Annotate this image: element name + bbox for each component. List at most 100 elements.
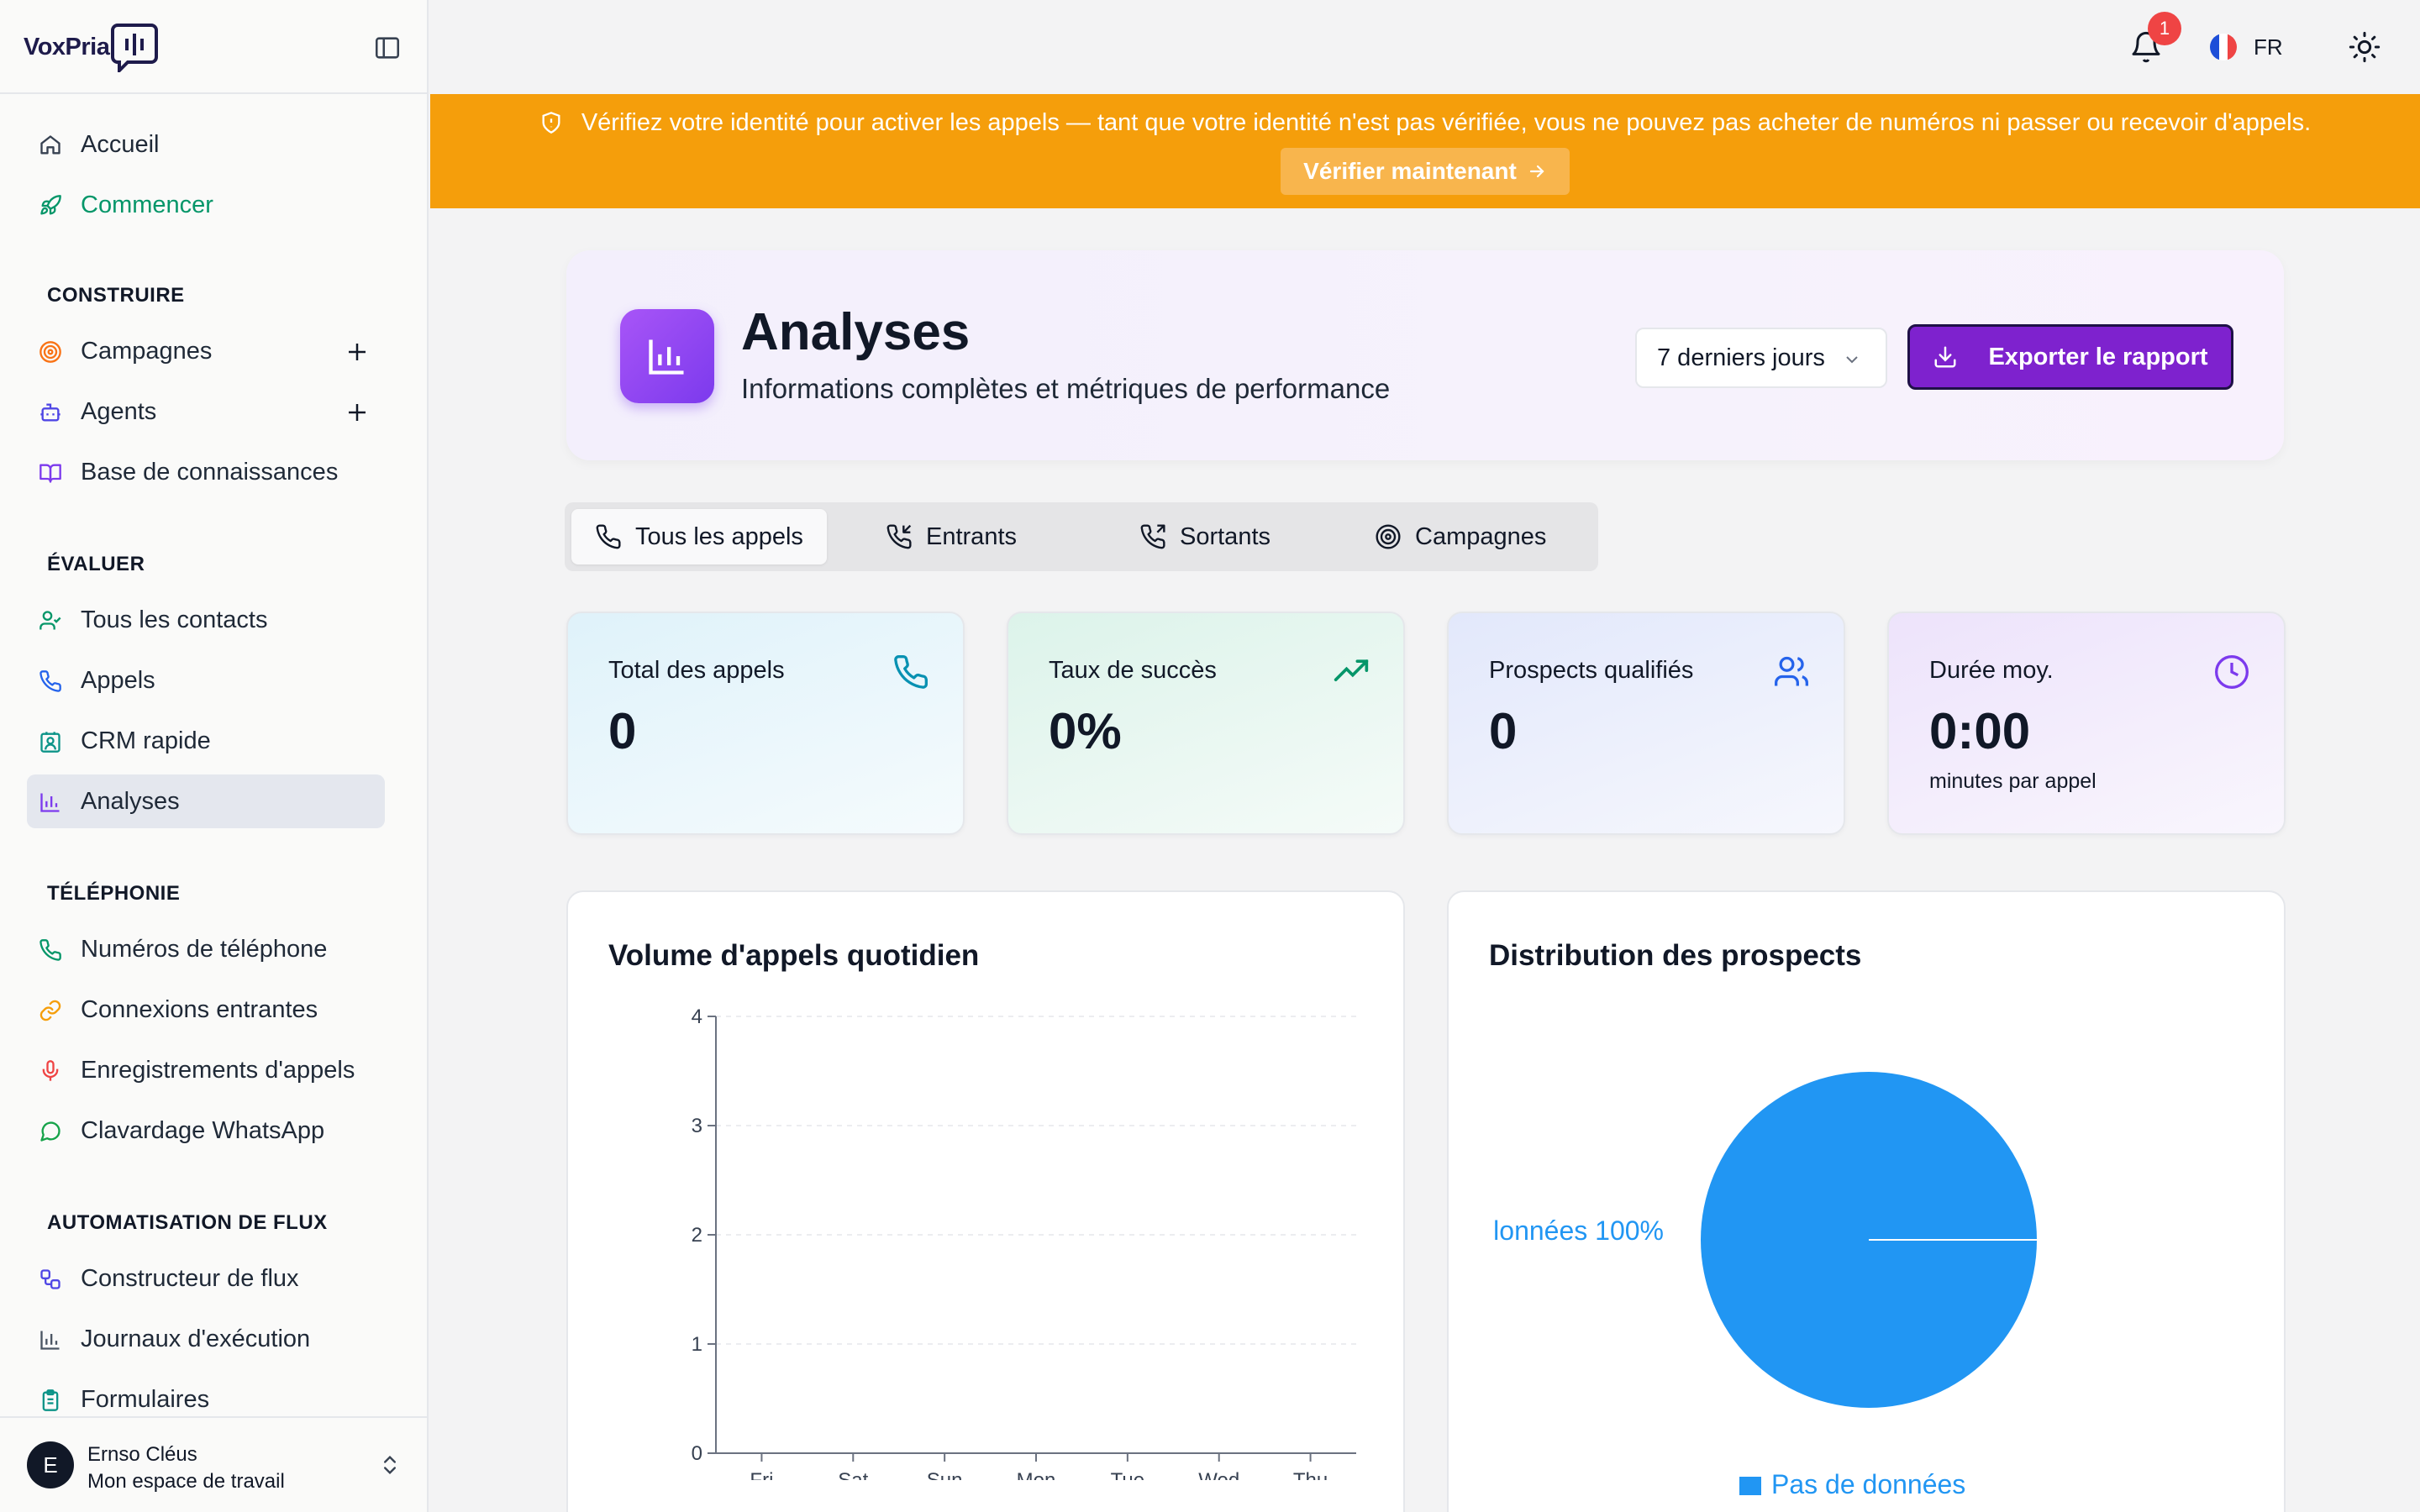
sidebar-item-campagnes[interactable]: Campagnes — [27, 324, 385, 378]
link-icon — [39, 999, 62, 1022]
phone-outgoing-icon — [1140, 524, 1165, 549]
y-tick-label: 1 — [692, 1333, 702, 1356]
stat-label: Durée moy. — [1929, 657, 2054, 684]
section-title: CONSTRUIRE — [47, 284, 185, 307]
sidebar-item-analyses[interactable]: Analyses — [27, 774, 385, 828]
add-campaign-plus-icon[interactable] — [345, 339, 370, 365]
tab-campagnes[interactable]: Campagnes — [1375, 509, 1585, 564]
notification-badge: 1 — [2148, 12, 2181, 45]
bell-icon[interactable] — [2129, 30, 2163, 64]
x-tick-label: Sun — [927, 1469, 963, 1480]
section-title: AUTOMATISATION DE FLUX — [47, 1211, 328, 1234]
shield-alert-icon — [539, 111, 563, 134]
logo[interactable]: VoxPria — [24, 22, 159, 72]
book-icon — [39, 461, 62, 485]
tab-tous-les-appels[interactable]: Tous les appels — [571, 509, 827, 564]
sidebar-item-label: Numéros de téléphone — [81, 935, 328, 963]
sidebar-item-label: Agents — [81, 397, 157, 425]
sidebar-item-label: Campagnes — [81, 337, 213, 365]
sidebar-item-connexions[interactable]: Connexions entrantes — [27, 983, 385, 1037]
sidebar-item-numeros[interactable]: Numéros de téléphone — [27, 922, 385, 976]
y-tick-label: 2 — [692, 1224, 702, 1247]
page-header: Analyses Informations complètes et métri… — [566, 250, 2284, 460]
x-tick-label: Fri — [750, 1469, 773, 1480]
sidebar-item-agents[interactable]: Agents — [27, 385, 385, 438]
sidebar-item-enregistrements[interactable]: Enregistrements d'appels — [27, 1043, 385, 1097]
sidebar-item-label: Commencer — [81, 191, 213, 218]
x-tick-label: Tue — [1111, 1469, 1144, 1480]
user-check-icon — [39, 609, 62, 633]
stat-value: 0:00 — [1929, 703, 2031, 759]
sidebar-item-whatsapp[interactable]: Clavardage WhatsApp — [27, 1104, 385, 1158]
sidebar-item-crm-rapide[interactable]: CRM rapide — [27, 714, 385, 768]
tab-entrants[interactable]: Entrants — [886, 509, 1087, 564]
analytics-chart-icon — [620, 309, 714, 403]
language-selector[interactable]: FR — [2210, 34, 2283, 60]
daily-volume-panel: Volume d'appels quotidien 0 1 2 3 4 Fri Sat Sun… — [566, 890, 1405, 1512]
sidebar-toggle-icon[interactable] — [373, 34, 402, 62]
stat-label: Total des appels — [608, 657, 785, 684]
x-tick-label: Mon — [1017, 1469, 1056, 1480]
download-icon — [1934, 346, 1956, 368]
bot-icon — [39, 401, 62, 424]
x-tick-label: Sat — [838, 1469, 868, 1480]
contact-card-icon — [39, 730, 62, 753]
stat-subtext: minutes par appel — [1929, 769, 2096, 793]
logo-text: VoxPria — [24, 33, 110, 60]
page-title: Analyses — [741, 303, 971, 361]
sidebar-item-label: Accueil — [81, 130, 160, 158]
sidebar-item-label: CRM rapide — [81, 727, 211, 754]
sidebar-item-base-connaissances[interactable]: Base de connaissances — [27, 445, 385, 499]
sidebar-item-constructeur[interactable]: Constructeur de flux — [27, 1252, 385, 1305]
verify-now-button[interactable]: Vérifier maintenant — [1281, 148, 1570, 195]
export-report-button[interactable]: Exporter le rapport — [1907, 324, 2233, 390]
prospect-distribution-chart: lonnées 100% Pas de données — [1493, 1072, 2037, 1499]
section-title: TÉLÉPHONIE — [47, 882, 181, 905]
y-tick-label: 4 — [692, 1005, 702, 1028]
bar-chart-icon — [39, 790, 62, 814]
phone-icon — [892, 654, 929, 690]
sidebar-item-contacts[interactable]: Tous les contacts — [27, 593, 385, 647]
user-menu[interactable]: E Ernso Cléus Mon espace de travail — [0, 1416, 427, 1512]
y-tick-label: 0 — [692, 1442, 702, 1465]
stat-card-prospects: Prospects qualifiés 0 — [1447, 612, 1845, 835]
sidebar-item-label: Constructeur de flux — [81, 1264, 299, 1292]
avatar: E — [27, 1441, 74, 1488]
tab-label: Tous les appels — [635, 522, 803, 550]
sidebar-item-appels[interactable]: Appels — [27, 654, 385, 707]
sidebar-item-label: Formulaires — [81, 1385, 210, 1413]
banner-text: Vérifiez votre identité pour activer les… — [581, 109, 2312, 136]
sun-icon[interactable] — [2348, 30, 2381, 64]
stat-label: Taux de succès — [1049, 657, 1217, 684]
stat-value: 0 — [608, 703, 637, 759]
france-flag-icon — [2210, 34, 2237, 60]
legend-label: Pas de données — [1771, 1469, 1965, 1499]
target-icon — [39, 340, 62, 364]
prospect-distribution-panel: Distribution des prospects lonnées 100% P… — [1447, 890, 2286, 1512]
chevrons-up-down-icon[interactable] — [378, 1453, 402, 1477]
language-code: FR — [2254, 34, 2283, 60]
date-range-select[interactable]: 7 derniers jours — [1635, 328, 1887, 388]
workflow-icon — [39, 1268, 62, 1291]
tab-sortants[interactable]: Sortants — [1139, 509, 1341, 564]
daily-volume-chart: 0 1 2 3 4 Fri Sat Sun Mon Tue Wed Thu — [692, 1005, 1356, 1480]
stat-card-taux-succes: Taux de succès 0% — [1007, 612, 1405, 835]
sidebar-item-journaux[interactable]: Journaux d'exécution — [27, 1312, 385, 1366]
x-tick-label: Thu — [1293, 1469, 1328, 1480]
sidebar-item-label: Connexions entrantes — [81, 995, 318, 1023]
legend-swatch — [1739, 1477, 1761, 1495]
tab-label: Sortants — [1180, 522, 1270, 550]
export-report-label: Exporter le rapport — [1988, 343, 2208, 370]
sidebar-item-commencer[interactable]: Commencer — [27, 178, 385, 232]
sidebar-item-accueil[interactable]: Accueil — [27, 118, 385, 171]
add-agent-plus-icon[interactable] — [345, 400, 370, 425]
sidebar-item-label: Enregistrements d'appels — [81, 1056, 355, 1084]
panel-title: Distribution des prospects — [1489, 939, 1862, 972]
phone-icon — [39, 938, 62, 962]
stat-value: 0% — [1049, 703, 1122, 759]
logo-chat-bars-icon — [111, 22, 159, 72]
stat-label: Prospects qualifiés — [1489, 657, 1694, 684]
target-icon — [1376, 524, 1401, 549]
sidebar-item-formulaires[interactable]: Formulaires — [27, 1373, 385, 1426]
panel-title: Volume d'appels quotidien — [608, 939, 980, 972]
